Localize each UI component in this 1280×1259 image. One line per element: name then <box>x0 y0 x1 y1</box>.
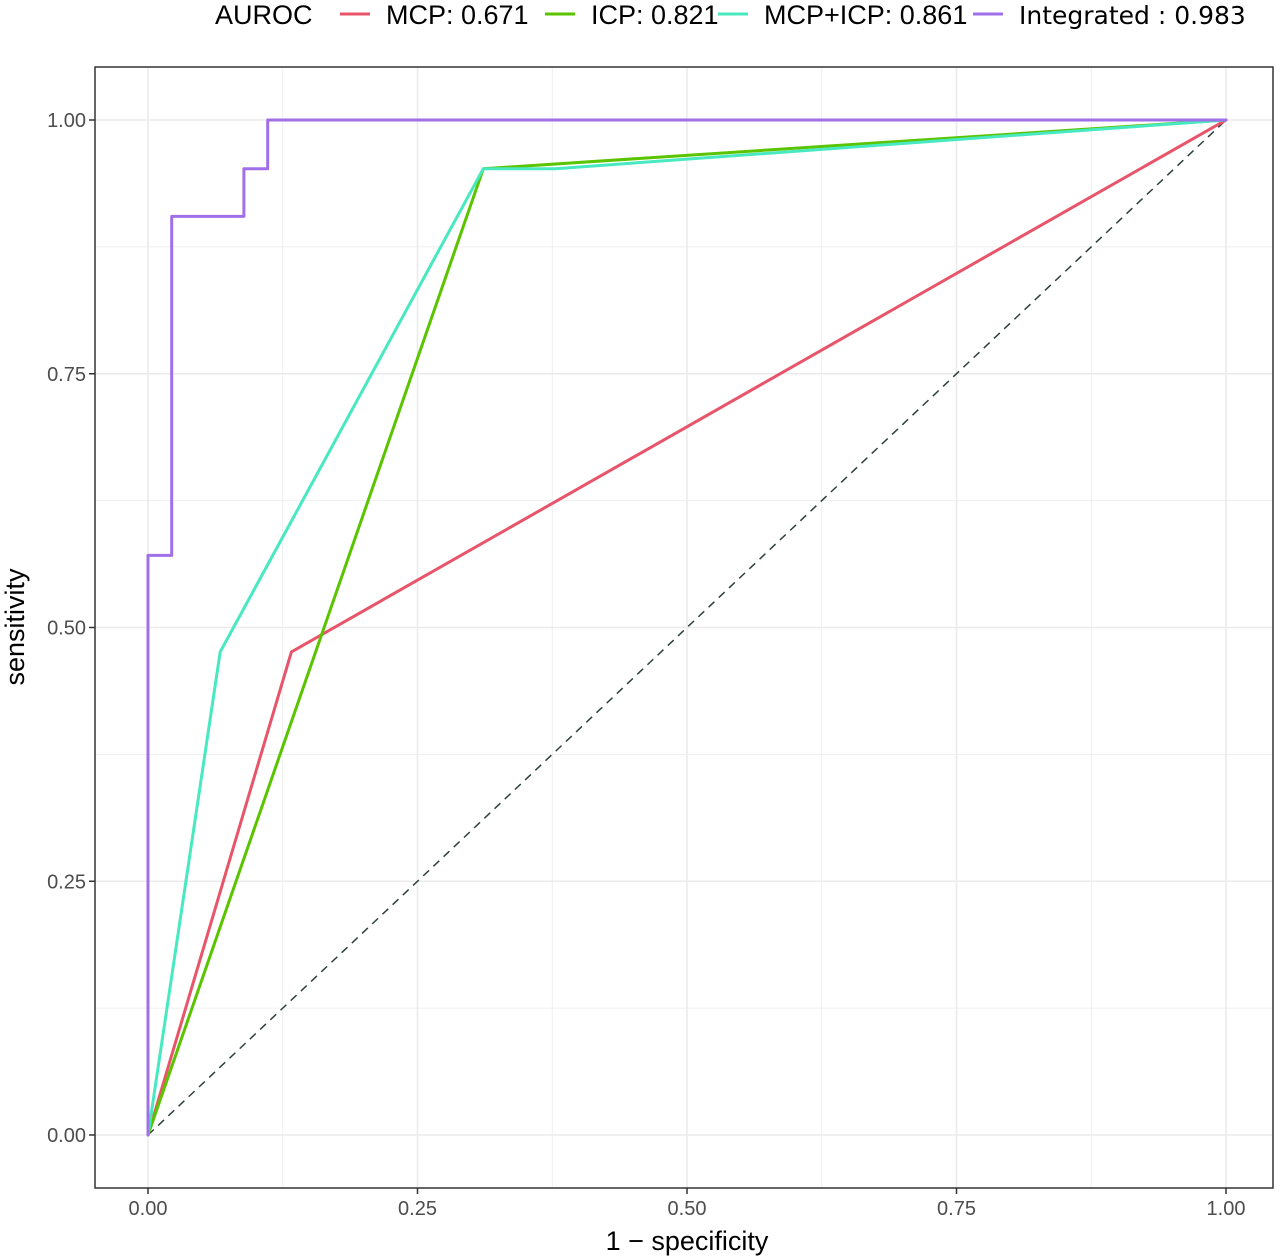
x-axis-title: 1 − specificity <box>606 1226 769 1256</box>
y-tick-label: 0.75 <box>47 364 86 386</box>
reference-diagonal-line <box>147 119 1227 1136</box>
series-line-1 <box>146 118 1228 1137</box>
x-tick-label: 0.50 <box>668 1198 707 1220</box>
y-tick-label: 0.25 <box>47 871 86 893</box>
grid <box>95 67 1273 1188</box>
legend-label-1: MCP: 0.671 <box>386 0 529 30</box>
x-tick-label: 0.25 <box>398 1198 437 1220</box>
series-line-3 <box>146 118 1228 1137</box>
y-axis-title: sensitivity <box>0 568 30 686</box>
y-tick-label: 0.50 <box>47 618 86 640</box>
legend-title: AUROC <box>215 0 313 30</box>
legend-label-2: ICP: 0.821 <box>591 0 719 30</box>
series-line-4 <box>146 118 1228 1137</box>
x-tick-label: 1.00 <box>1207 1198 1246 1220</box>
y-tick-label: 0.00 <box>47 1125 86 1147</box>
x-axis-ticks: 0.00 0.25 0.50 0.75 1.00 <box>129 1188 1246 1220</box>
legend-label-4: Integrated : 0.983 <box>1019 1 1246 30</box>
legend-label-3: MCP+ICP: 0.861 <box>764 0 967 30</box>
y-tick-label: 1.00 <box>47 110 86 132</box>
y-axis-ticks: 0.00 0.25 0.50 0.75 1.00 <box>47 110 95 1147</box>
reference-line-group <box>147 119 1227 1136</box>
legend: AUROC MCP: 0.671 ICP: 0.821 MCP+ICP: 0.861… <box>215 0 1246 30</box>
x-tick-label: 0.75 <box>937 1198 976 1220</box>
x-tick-label: 0.00 <box>129 1198 168 1220</box>
series-group <box>146 118 1228 1137</box>
